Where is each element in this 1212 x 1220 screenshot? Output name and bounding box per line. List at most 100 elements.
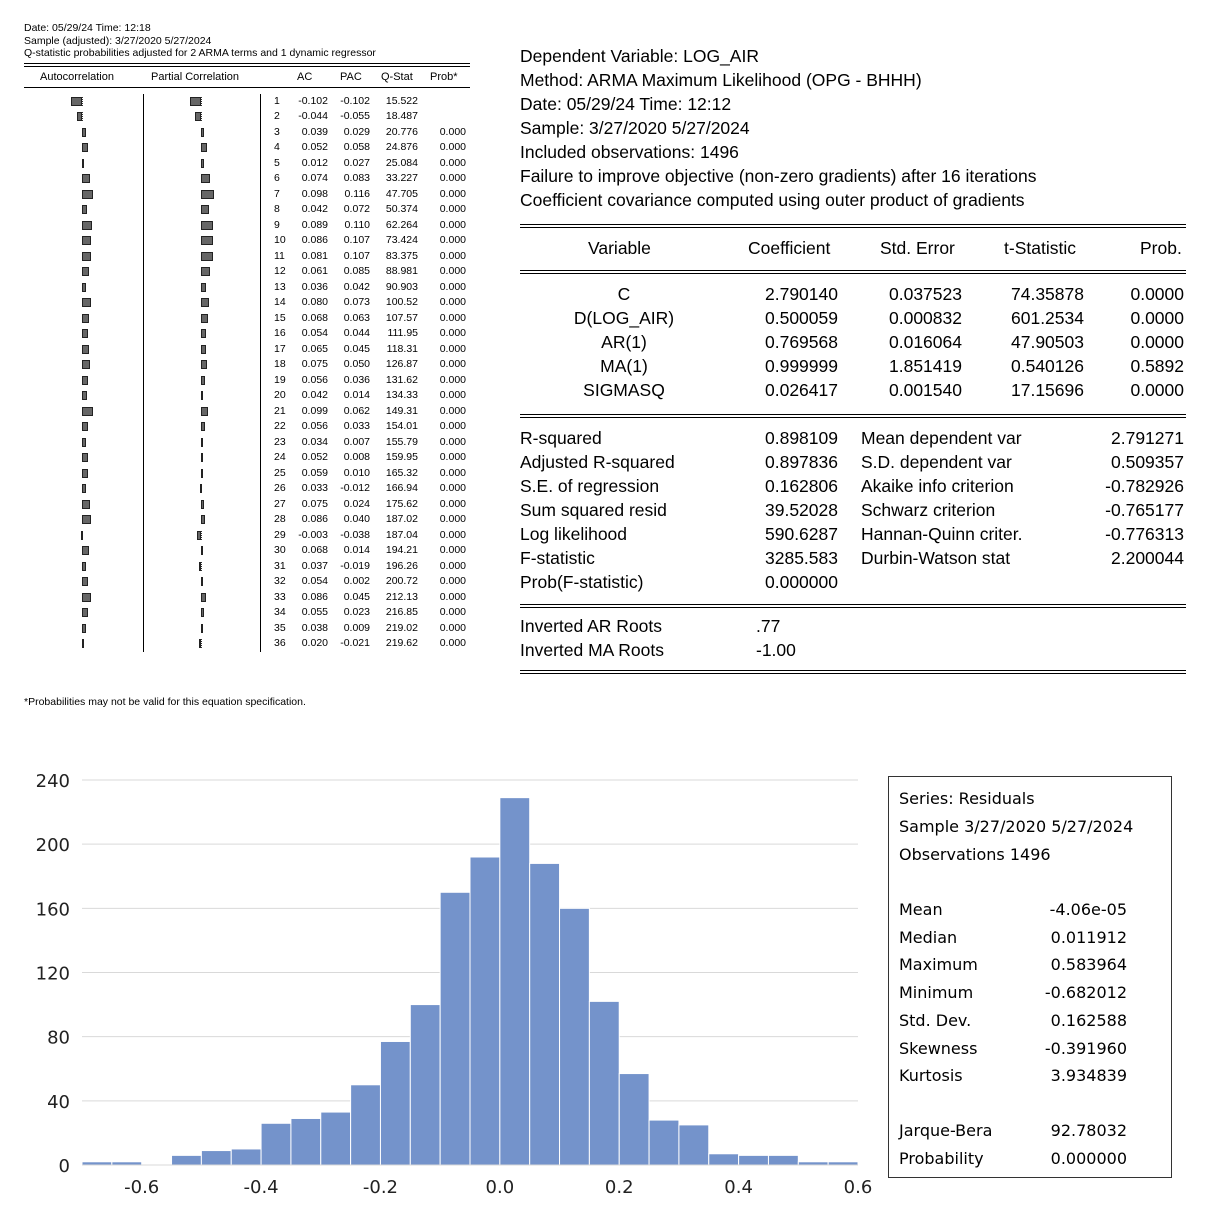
convergence-note: Failure to improve objective (non-zero g… [520,166,1037,186]
qstat-value: 219.02 [385,621,418,634]
qstat-value: 196.26 [385,559,418,572]
lag: 29 [274,528,286,541]
pac-value: 0.002 [343,575,370,587]
ac-value: 0.052 [301,141,328,153]
histogram-bar [708,1153,740,1166]
summary-value: 0.898109 [765,428,838,448]
prob-value: 0.000 [439,544,466,556]
ac-value: 0.068 [301,544,328,556]
roots-row: Inverted MA Roots -1.00 [520,640,1186,664]
lag: 11 [274,249,285,262]
ac-value: 0.038 [301,621,328,634]
histogram-bar [738,1154,769,1166]
pac-bar [201,329,206,338]
ac-bar [82,422,89,431]
qstat-value: 50.374 [385,203,418,215]
pac-zero-line [201,639,203,648]
x-tick-label: -0.2 [363,1177,398,1198]
summary-label: Sum squared resid [520,500,667,520]
ac-value: -0.044 [298,110,328,122]
pac-bar [189,96,201,106]
stats-series: Series: Residuals [899,789,1035,808]
histogram-bar [648,1119,680,1166]
roots-rows: Inverted AR Roots .77 Inverted MA Roots -1.… [520,608,1186,664]
summary-rows: R-squared 0.898109 Mean dependent var 2.791… [520,418,1186,596]
stat-value: 3.934839 [1050,1066,1127,1086]
lag: 31 [274,559,286,572]
lag: 34 [274,606,286,618]
correlogram-row: 18 0.075 0.050 126.87 0.000 [24,357,470,373]
correlogram-row: 11 0.081 0.107 83.375 0.000 [24,249,470,265]
ac-bar [82,561,87,571]
dependent-variable: Dependent Variable: LOG_AIR [520,46,759,66]
prob-value: 0.000 [439,358,466,370]
lag: 32 [274,575,286,587]
histogram-bar [678,1124,710,1166]
stats-observations: Observations 1496 [899,845,1051,864]
qstat-value: 25.084 [385,156,418,169]
pac-value: 0.050 [343,358,370,370]
correlogram-row: 2 -0.044 -0.055 18.487 [24,109,470,125]
summary-row: F-statistic 3285.583 Durbin-Watson stat 2.2… [520,548,1186,572]
ac-bar [82,127,87,137]
qstat-value: 134.33 [385,389,418,401]
correlogram-row: 28 0.086 0.040 187.02 0.000 [24,512,470,528]
prob-value: 0.000 [439,404,466,417]
t-statistic-value: 17.15696 [1011,380,1084,400]
stat-label: Skewness [899,1038,978,1058]
residual-stats-box: Series: Residuals Sample 3/27/2020 5/27/… [888,776,1172,1178]
stat-value: -0.682012 [1044,983,1127,1003]
pac-bar [201,298,210,307]
roots-label: Inverted AR Roots [520,616,663,636]
summary-label: Hannan-Quinn criter. [861,524,1023,544]
pac-value: 0.107 [343,249,370,262]
qstat-value: 166.94 [385,482,418,494]
prob-value: 0.000 [439,590,466,603]
pac-bar [201,608,204,617]
correlogram-row: 7 0.098 0.116 47.705 0.000 [24,187,470,203]
summary-label: Durbin-Watson stat [861,548,1011,568]
header-coefficient: Coefficient [748,238,831,258]
correlogram-row: 22 0.056 0.033 154.01 0.000 [24,419,470,435]
summary-label: F-statistic [520,548,595,568]
included-observations: Included observations: 1496 [520,142,739,162]
pac-bar [201,499,204,509]
prob-value: 0.000 [439,621,466,634]
summary-label: Adjusted R-squared [520,452,675,472]
pac-bar [201,422,205,431]
lag: 10 [274,234,286,246]
qstat-value: 216.85 [385,606,418,618]
ac-value: 0.061 [301,265,328,277]
histogram-bar [469,856,501,1166]
col-pac: PAC [340,70,362,83]
correlogram-date: Date: 05/29/24 Time: 12:18 [24,22,151,34]
ac-value: 0.020 [301,637,328,649]
summary-label: R-squared [520,428,602,448]
ac-bar [82,282,86,292]
coefficient-row: MA(1) 0.999999 1.851419 0.540126 0.5892 [520,356,1186,380]
pac-value: -0.038 [340,528,370,541]
header-prob: Prob. [1140,238,1182,258]
lag: 33 [274,590,286,603]
correlogram-sample: Sample (adjusted): 3/27/2020 5/27/2024 [24,34,212,47]
prob-value: 0.000 [439,187,466,200]
prob-value: 0.000 [439,265,466,277]
summary-label: S.E. of regression [520,476,660,496]
pac-bar [201,251,213,261]
lag: 9 [274,218,280,231]
summary-row: Adjusted R-squared 0.897836 S.D. dependent… [520,452,1186,476]
lag: 4 [274,141,280,153]
prob-value: 0.000 [439,280,466,293]
pac-value: 0.008 [343,451,370,463]
prob-value: 0.000 [439,482,466,494]
stat-label: Mean [899,900,943,919]
histogram-bar [409,1004,441,1166]
table-rule [520,414,1186,418]
correlogram-column-headers: Autocorrelation Partial Correlation AC P… [24,67,470,87]
ac-bar [82,298,91,307]
summary-label: Schwarz criterion [861,500,996,520]
prob-value: 0.000 [439,141,466,153]
estimation-date: Date: 05/29/24 Time: 12:12 [520,94,732,114]
prob-value: 0.000 [439,373,466,386]
summary-value: 2.200044 [1111,548,1184,568]
